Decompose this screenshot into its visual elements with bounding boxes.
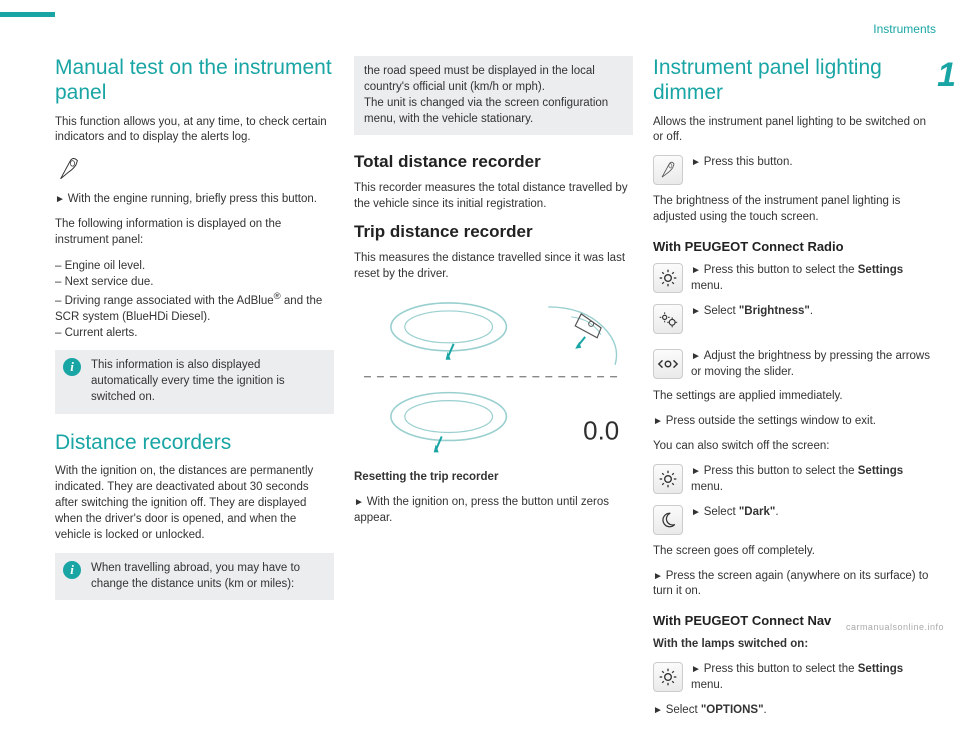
footer-watermark: carmanualsonline.info xyxy=(846,622,944,632)
text: With the ignition on, press the button u… xyxy=(354,496,609,524)
paragraph: Resetting the trip recorder xyxy=(354,470,633,486)
icon-row: Select "Brightness". xyxy=(653,304,932,334)
icon-row: Adjust the brightness by pressing the ar… xyxy=(653,349,932,381)
heading-trip-distance: Trip distance recorder xyxy=(354,222,633,242)
trip-recorder-diagram: 0.0 xyxy=(354,292,633,461)
heading-dimmer: Instrument panel lighting dimmer xyxy=(653,56,932,106)
column-2: the road speed must be displayed in the … xyxy=(354,56,633,719)
gray-note: the road speed must be displayed in the … xyxy=(354,56,633,135)
list-item: Engine oil level. xyxy=(55,258,334,274)
stalk-button-icon xyxy=(55,155,83,183)
heading-total-distance: Total distance recorder xyxy=(354,152,633,172)
text: With the engine running, briefly press t… xyxy=(68,193,317,205)
gear-icon xyxy=(653,263,683,293)
slider-arrows-icon xyxy=(653,349,683,379)
paragraph: You can also switch off the screen: xyxy=(653,439,932,455)
gear-icon xyxy=(653,662,683,692)
note-text: This information is also displayed autom… xyxy=(65,358,326,406)
paragraph: With the ignition on, press the button u… xyxy=(354,495,633,527)
info-note: i When travelling abroad, you may have t… xyxy=(55,553,334,601)
paragraph: Press outside the settings window to exi… xyxy=(653,414,932,430)
paragraph: Allows the instrument panel lighting to … xyxy=(653,115,932,147)
reset-heading: Resetting the trip recorder xyxy=(354,471,498,483)
text: Press this button to select the Settings… xyxy=(691,464,932,496)
text: Press this button. xyxy=(691,155,932,171)
heading-manual-test: Manual test on the instrument panel xyxy=(55,56,334,106)
info-note: i This information is also displayed aut… xyxy=(55,350,334,414)
icon-row: Press this button. xyxy=(653,155,932,185)
chapter-number: 1 xyxy=(937,56,956,95)
trip-value: 0.0 xyxy=(583,417,619,445)
heading-connect-radio: With PEUGEOT Connect Radio xyxy=(653,239,932,254)
content-columns: Manual test on the instrument panel This… xyxy=(0,0,960,731)
paragraph: The screen goes off completely. xyxy=(653,544,932,560)
text: Press the screen again (anywhere on its … xyxy=(653,570,928,598)
text: Press this button to select the Settings… xyxy=(691,662,932,694)
accent-bar xyxy=(0,12,55,17)
text: Select "Brightness". xyxy=(691,304,932,320)
icon-row: Press this button to select the Settings… xyxy=(653,662,932,694)
paragraph: This measures the distance travelled sin… xyxy=(354,251,633,283)
brightness-icon xyxy=(653,304,683,334)
icon-row: Press this button to select the Settings… xyxy=(653,263,932,295)
icon-row: Press this button to select the Settings… xyxy=(653,464,932,496)
text: Adjust the brightness by pressing the ar… xyxy=(691,349,932,381)
paragraph: The brightness of the instrument panel l… xyxy=(653,194,932,226)
info-list: Engine oil level. Next service due. Driv… xyxy=(55,258,334,341)
list-item: Next service due. xyxy=(55,274,334,290)
text: Press outside the settings window to exi… xyxy=(666,415,876,427)
paragraph: Select "OPTIONS". xyxy=(653,703,932,719)
note-text: When travelling abroad, you may have to … xyxy=(65,561,326,593)
list-item: Current alerts. xyxy=(55,325,334,341)
paragraph: This recorder measures the total distanc… xyxy=(354,181,633,213)
paragraph: This function allows you, at any time, t… xyxy=(55,115,334,147)
info-icon: i xyxy=(63,561,81,579)
column-1: Manual test on the instrument panel This… xyxy=(55,56,334,719)
section-header: Instruments xyxy=(873,22,936,36)
paragraph: With the ignition on, the distances are … xyxy=(55,464,334,543)
gear-icon xyxy=(653,464,683,494)
heading-distance-recorders: Distance recorders xyxy=(55,431,334,456)
icon-row: Select "Dark". xyxy=(653,505,932,535)
list-item: Driving range associated with the AdBlue… xyxy=(55,290,334,325)
column-3: Instrument panel lighting dimmer Allows … xyxy=(653,56,932,719)
paragraph: The following information is displayed o… xyxy=(55,217,334,249)
paragraph: The settings are applied immediately. xyxy=(653,389,932,405)
stalk-button-icon xyxy=(653,155,683,185)
paragraph: With the engine running, briefly press t… xyxy=(55,192,334,208)
text: Select "Dark". xyxy=(691,505,932,521)
text: Press this button to select the Settings… xyxy=(691,263,932,295)
info-icon: i xyxy=(63,358,81,376)
paragraph: Press the screen again (anywhere on its … xyxy=(653,569,932,601)
moon-icon xyxy=(653,505,683,535)
